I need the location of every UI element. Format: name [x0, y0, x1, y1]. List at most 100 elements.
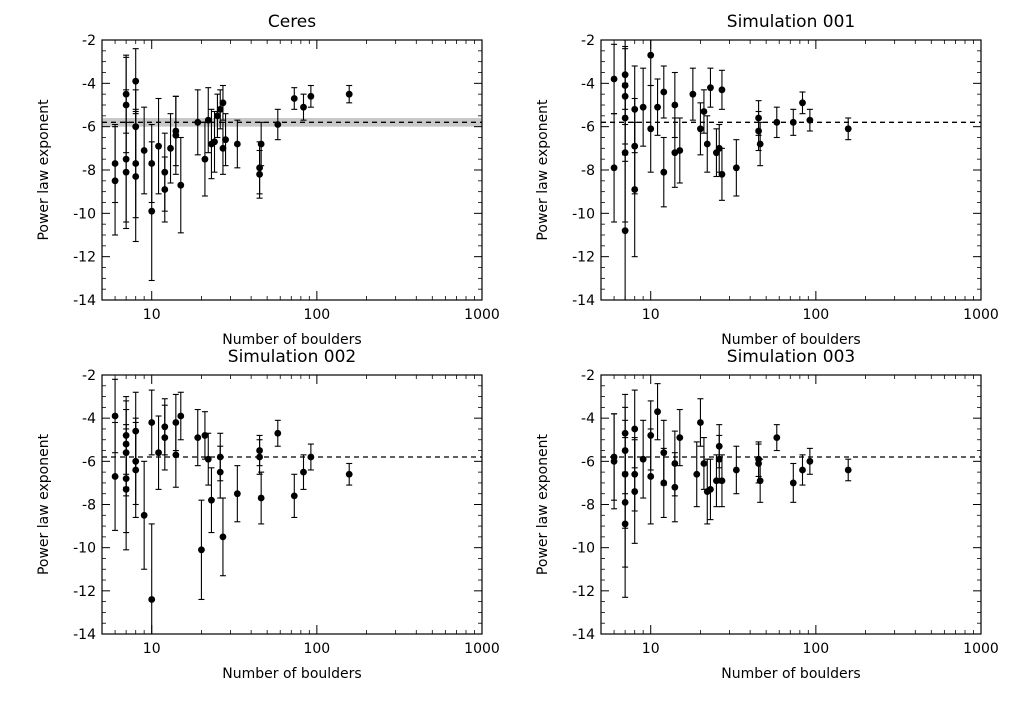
- y-tick-label: -4: [581, 411, 595, 427]
- data-point: [172, 451, 180, 459]
- data-point: [610, 457, 618, 465]
- data-point: [671, 483, 679, 491]
- data-point: [233, 490, 241, 498]
- y-tick-label: -12: [73, 250, 96, 266]
- data-points: [610, 40, 852, 300]
- y-tick-label: -8: [82, 498, 96, 514]
- data-point: [257, 494, 265, 502]
- data-point: [140, 511, 148, 519]
- data-point: [631, 186, 639, 193]
- y-tick-label: -4: [82, 411, 96, 427]
- chart-panel-2: -14 -12 -10 -8 -6 -4 -2 10 100 1000 Simulation 001…: [535, 12, 999, 348]
- data-point: [300, 103, 307, 111]
- data-point: [111, 412, 119, 420]
- data-point: [732, 466, 740, 474]
- chart-panel-4: -14 -12 -10 -8 -6 -4 -2 10 100 1000 Simulation 003…: [535, 347, 999, 682]
- data-point: [700, 108, 708, 115]
- data-point: [194, 118, 202, 126]
- chart-panel-1: -14 -12 -10 -8 -6 -4 -2 10 100 1000 Ceres Number of…: [36, 12, 500, 348]
- data-point: [132, 466, 140, 474]
- data-point: [290, 95, 298, 102]
- data-point: [140, 147, 148, 154]
- chart-title: Simulation 002: [228, 347, 356, 367]
- data-point: [111, 473, 119, 480]
- data-point: [204, 455, 212, 463]
- data-point: [122, 90, 130, 98]
- data-point: [148, 207, 156, 215]
- data-point: [204, 116, 212, 124]
- data-point: [148, 596, 156, 603]
- y-tick-label: -8: [581, 163, 595, 179]
- x-tick-label: 100: [303, 307, 330, 323]
- data-point: [660, 88, 668, 96]
- x-tick-label: 100: [802, 307, 829, 323]
- data-point: [799, 99, 806, 107]
- y-tick-label: -6: [82, 454, 96, 470]
- data-point: [718, 170, 726, 178]
- data-point: [718, 86, 726, 94]
- y-tick-label: -2: [581, 33, 595, 49]
- data-point: [307, 92, 315, 100]
- data-point: [345, 470, 353, 478]
- y-tick-label: -4: [82, 76, 96, 92]
- data-point: [773, 118, 781, 126]
- data-point: [718, 477, 726, 485]
- data-point: [177, 181, 185, 189]
- data-point: [755, 127, 762, 135]
- y-tick-label: -10: [73, 206, 96, 222]
- plot-frame: [101, 374, 483, 635]
- data-point: [676, 434, 684, 441]
- y-tick-label: -14: [572, 293, 595, 309]
- data-point: [161, 186, 169, 193]
- chart-title: Ceres: [268, 12, 316, 32]
- data-point: [211, 138, 218, 146]
- data-point: [216, 468, 224, 476]
- x-tick-label: 100: [802, 641, 829, 657]
- data-points: [111, 48, 353, 282]
- y-tick-label: -10: [572, 206, 595, 222]
- data-point: [700, 460, 708, 467]
- data-point: [697, 419, 704, 426]
- data-point: [654, 103, 661, 111]
- x-axis-label: Number of boulders: [222, 666, 361, 682]
- x-axis-label: Number of boulders: [721, 666, 860, 682]
- data-point: [132, 77, 140, 85]
- y-tick-label: -10: [572, 541, 595, 557]
- y-tick-label: -2: [581, 368, 595, 384]
- x-tick-label: 1000: [963, 307, 999, 323]
- data-point: [216, 105, 224, 113]
- x-tick-label: 1000: [963, 641, 999, 657]
- y-tick-label: -10: [73, 541, 96, 557]
- data-point: [715, 455, 723, 463]
- data-point: [647, 51, 655, 59]
- data-point: [789, 118, 797, 126]
- data-point: [660, 479, 668, 487]
- data-point: [177, 412, 185, 420]
- data-point: [756, 477, 764, 485]
- data-point: [806, 116, 814, 124]
- x-tick-label: 100: [303, 641, 330, 657]
- data-point: [167, 144, 174, 152]
- data-point: [610, 75, 618, 83]
- data-point: [806, 457, 814, 465]
- data-points: [111, 378, 353, 634]
- data-point: [219, 99, 227, 107]
- y-tick-label: -4: [581, 76, 595, 92]
- y-axis-label: Power law exponent: [36, 99, 52, 241]
- data-point: [707, 84, 714, 92]
- data-point: [161, 434, 169, 441]
- data-point: [610, 164, 618, 172]
- y-tick-label: -6: [581, 120, 595, 136]
- data-point: [773, 434, 781, 441]
- data-point: [755, 460, 762, 467]
- data-point: [290, 492, 298, 500]
- data-point: [172, 127, 180, 135]
- data-point: [703, 140, 711, 148]
- data-point: [631, 488, 639, 495]
- y-tick-label: -8: [581, 498, 595, 514]
- data-point: [693, 470, 701, 478]
- data-point: [345, 90, 353, 98]
- data-point: [122, 485, 130, 493]
